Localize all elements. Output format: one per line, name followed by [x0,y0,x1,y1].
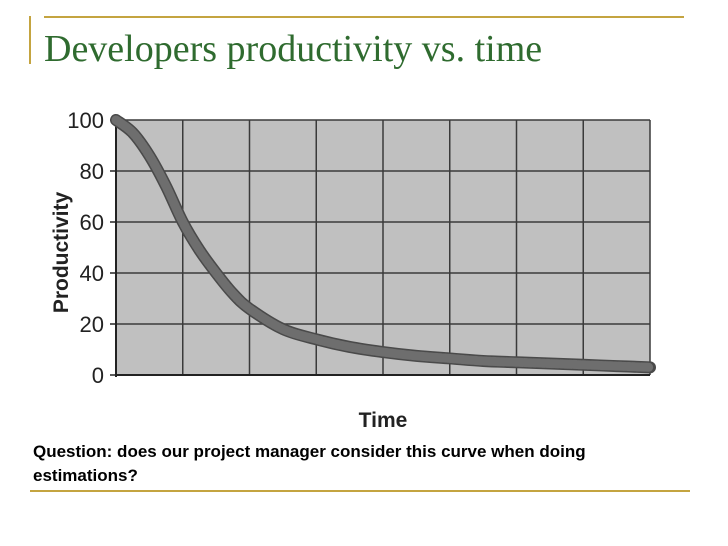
bottom-rule [30,490,690,492]
slide-title: Developers productivity vs. time [44,28,543,70]
top-rule [44,16,684,18]
y-tick-label: 20 [80,312,104,337]
y-tick-labels: 0 20 40 60 80 100 [67,108,104,388]
y-tick-label: 40 [80,261,104,286]
productivity-chart: 0 20 40 60 80 100 Productivity Time [50,108,656,432]
y-tick-label: 100 [67,108,104,133]
x-axis-label: Time [359,409,408,432]
y-tick-label: 0 [92,363,104,388]
left-rule [29,16,31,64]
series-line [111,115,655,372]
series-layer [110,114,656,374]
y-tick-label: 80 [80,159,104,184]
question-text: Question: does our project manager consi… [33,442,586,485]
y-tick-label: 60 [80,210,104,235]
y-axis-label: Productivity [50,192,73,314]
